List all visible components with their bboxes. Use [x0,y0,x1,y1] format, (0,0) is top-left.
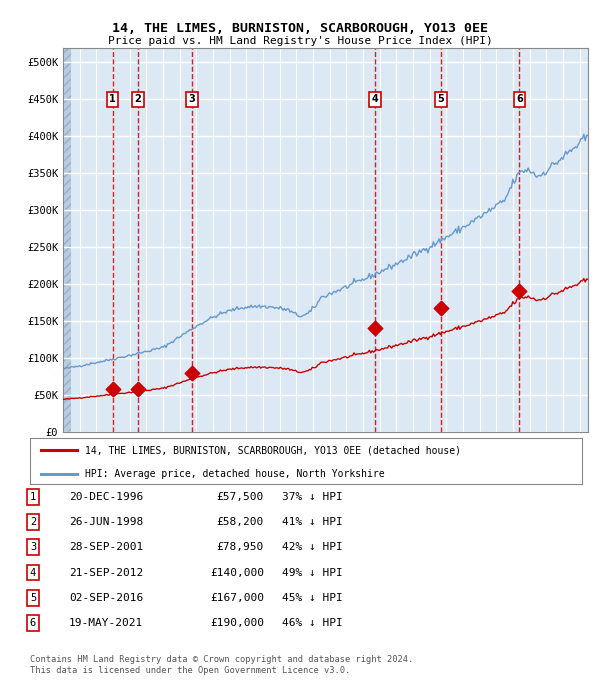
Text: 1: 1 [109,95,116,104]
Text: 49% ↓ HPI: 49% ↓ HPI [282,568,343,577]
Text: 46% ↓ HPI: 46% ↓ HPI [282,618,343,628]
Text: 4: 4 [30,568,36,577]
Text: 14, THE LIMES, BURNISTON, SCARBOROUGH, YO13 0EE: 14, THE LIMES, BURNISTON, SCARBOROUGH, Y… [112,22,488,35]
Text: 5: 5 [437,95,444,104]
Text: 3: 3 [30,543,36,552]
Text: £140,000: £140,000 [210,568,264,577]
Text: 20-DEC-1996: 20-DEC-1996 [69,492,143,502]
Text: £167,000: £167,000 [210,593,264,602]
Text: 14, THE LIMES, BURNISTON, SCARBOROUGH, YO13 0EE (detached house): 14, THE LIMES, BURNISTON, SCARBOROUGH, Y… [85,445,461,456]
Text: 2: 2 [30,517,36,527]
Text: 02-SEP-2016: 02-SEP-2016 [69,593,143,602]
Text: 19-MAY-2021: 19-MAY-2021 [69,618,143,628]
Point [370,323,380,334]
Text: 2: 2 [134,95,141,104]
Text: 3: 3 [188,95,196,104]
Text: 41% ↓ HPI: 41% ↓ HPI [282,517,343,527]
Text: 1: 1 [30,492,36,502]
Text: 45% ↓ HPI: 45% ↓ HPI [282,593,343,602]
Text: 26-JUN-1998: 26-JUN-1998 [69,517,143,527]
Text: £190,000: £190,000 [210,618,264,628]
Point [515,286,524,297]
Point [108,384,118,395]
Text: Contains HM Land Registry data © Crown copyright and database right 2024.
This d: Contains HM Land Registry data © Crown c… [30,655,413,675]
Text: 4: 4 [371,95,379,104]
Text: £58,200: £58,200 [217,517,264,527]
Text: Price paid vs. HM Land Registry's House Price Index (HPI): Price paid vs. HM Land Registry's House … [107,36,493,46]
Text: 42% ↓ HPI: 42% ↓ HPI [282,543,343,552]
Text: £57,500: £57,500 [217,492,264,502]
Text: £78,950: £78,950 [217,543,264,552]
Text: 21-SEP-2012: 21-SEP-2012 [69,568,143,577]
Text: 6: 6 [30,618,36,628]
Text: HPI: Average price, detached house, North Yorkshire: HPI: Average price, detached house, Nort… [85,469,385,479]
Text: 37% ↓ HPI: 37% ↓ HPI [282,492,343,502]
Point [436,303,446,314]
Text: 6: 6 [516,95,523,104]
Point [187,368,197,379]
Text: 5: 5 [30,593,36,602]
Text: 28-SEP-2001: 28-SEP-2001 [69,543,143,552]
Point [133,384,143,394]
